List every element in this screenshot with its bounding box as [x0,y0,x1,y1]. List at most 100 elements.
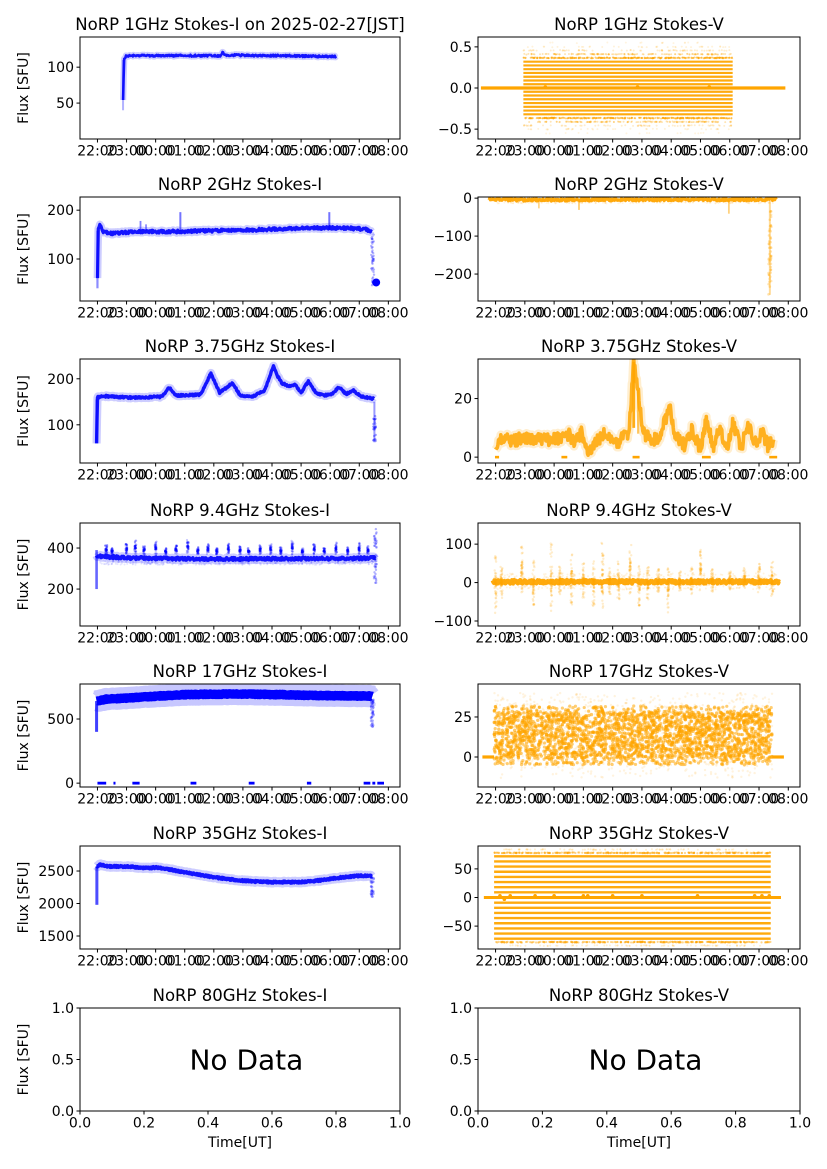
x-tick-label: 23:00 [106,792,146,808]
subplot-9.4ghz-stokes-i: 22:0023:0000:0001:0002:0003:0004:0005:00… [16,501,409,647]
x-tick-label: 06:00 [310,631,350,647]
subplot-80ghz-stokes-v: No Data 0.0 0.2 0.4 0.6 0.8 1.0 0.0 0.5 1.0 NoRP 8… [450,986,811,1151]
x-tick-label: 23:00 [505,144,545,160]
x-tick-label: 06:00 [710,468,750,484]
x-tick-label: 07:00 [739,631,779,647]
x-tick-label: 07:00 [339,468,379,484]
axes-spines [79,196,401,302]
subplot-title: NoRP 80GHz Stokes-I [153,986,328,1005]
y-tick-label: 200 [47,372,74,388]
y-tick-label: 0.5 [450,40,472,56]
x-tick-label: 01:00 [165,792,205,808]
x-tick-label: 06:00 [310,468,350,484]
subplot-9.4ghz-stokes-v: 22:0023:0000:0001:0002:0003:0004:0005:00… [434,501,809,647]
x-tick-label: 05:00 [680,631,720,647]
x-tick-label: 03:00 [223,144,263,160]
axis-ticks: 22:0023:0000:0001:0002:0003:0004:0005:00… [47,203,408,321]
y-axis-label: Flux [SFU] [16,700,32,772]
y-axis-label: Flux [SFU] [16,1024,32,1096]
x-tick-label: 07:00 [339,792,379,808]
x-tick-label: 02:00 [592,631,632,647]
subplot-title: NoRP 17GHz Stokes-V [549,662,730,681]
x-tick-label: 04:00 [651,954,691,970]
y-axis-label: Flux [SFU] [16,52,32,124]
x-tick-label: 05:00 [281,631,321,647]
x-tick-label: 05:00 [680,954,720,970]
y-tick-label: 1.0 [52,1001,74,1017]
axis-ticks: 22:0023:0000:0001:0002:0003:0004:0005:00… [47,712,408,807]
x-tick-label: 08:00 [768,631,808,647]
x-tick-label: 0.6 [660,1116,682,1132]
9.4ghz-stokes-i-series [92,527,379,590]
subplot-title: NoRP 9.4GHz Stokes-V [546,501,732,520]
axis-ticks: 0.0 0.2 0.4 0.6 0.8 1.0 0.0 0.5 1.0 [52,1001,411,1132]
x-tick-label: 05:00 [281,306,321,322]
x-tick-label: 02:00 [194,792,234,808]
y-tick-label: 20 [454,392,472,408]
x-tick-label: 00:00 [135,306,175,322]
x-tick-label: 03:00 [622,306,662,322]
axes-spines [477,358,801,464]
y-tick-label: −100 [434,229,472,245]
x-tick-label: 08:00 [368,631,408,647]
x-tick-label: 01:00 [165,954,205,970]
y-tick-label: −200 [434,267,472,283]
x-tick-label: 03:00 [622,144,662,160]
x-tick-label: 22:00 [77,468,117,484]
3.75ghz-stokes-i-series [92,361,378,444]
x-tick-label: 01:00 [563,144,603,160]
x-tick-label: 06:00 [710,631,750,647]
y-tick-label: 0 [463,576,472,592]
y-tick-label: 0 [463,191,472,207]
x-tick-label: 02:00 [592,144,632,160]
subplot-title: NoRP 9.4GHz Stokes-I [150,501,330,520]
80ghz-stokes-i-series: No Data [189,1044,303,1077]
x-tick-label: 02:00 [592,954,632,970]
x-tick-label: 03:00 [622,468,662,484]
x-tick-label: 0.2 [133,1116,155,1132]
x-tick-label: 0.4 [197,1116,219,1132]
x-tick-label: 0.2 [531,1116,553,1132]
x-tick-label: 04:00 [252,954,292,970]
subplot-title: NoRP 80GHz Stokes-V [549,986,730,1005]
x-tick-label: 01:00 [563,468,603,484]
x-tick-label: 03:00 [622,792,662,808]
x-tick-label: 00:00 [534,468,574,484]
1ghz-stokes-v-series [480,41,786,135]
x-tick-label: 08:00 [368,792,408,808]
x-tick-label: 07:00 [339,954,379,970]
x-tick-label: 03:00 [223,954,263,970]
y-axis-label: Flux [SFU] [16,539,32,611]
x-tick-label: 22:00 [475,144,515,160]
x-tick-label: 01:00 [165,306,205,322]
x-tick-label: 05:00 [680,306,720,322]
subplot-title: NoRP 2GHz Stokes-V [554,175,724,194]
subplot-title: NoRP 2GHz Stokes-I [158,175,322,194]
x-tick-label: 03:00 [622,954,662,970]
x-tick-label: 22:00 [77,954,117,970]
axes-spines [477,196,801,302]
x-tick-label: 23:00 [106,144,146,160]
x-tick-label: 0.8 [325,1116,347,1132]
x-tick-label: 23:00 [505,954,545,970]
x-tick-label: 07:00 [739,468,779,484]
y-tick-label: 0.5 [52,1053,74,1069]
x-tick-label: 00:00 [534,306,574,322]
x-tick-label: 06:00 [310,792,350,808]
80ghz-stokes-v-series: No Data [589,1044,703,1077]
subplot-35ghz-stokes-v: 22:0023:0000:0001:0002:0003:0004:0005:00… [442,824,808,970]
x-tick-label: 02:00 [194,144,234,160]
17ghz-stokes-v-series [482,691,784,779]
x-tick-label: 02:00 [194,468,234,484]
x-tick-label: 07:00 [739,306,779,322]
x-tick-label: 08:00 [368,144,408,160]
x-tick-label: 04:00 [651,306,691,322]
axis-ticks: 22:0023:0000:0001:0002:0003:0004:0005:00… [47,372,408,484]
x-tick-label: 0.8 [724,1116,746,1132]
x-tick-label: 06:00 [710,954,750,970]
x-tick-label: 08:00 [768,144,808,160]
x-tick-label: 1.0 [389,1116,411,1132]
no-data-label: No Data [589,1044,703,1077]
no-data-label: No Data [189,1044,303,1077]
x-tick-label: 08:00 [768,792,808,808]
